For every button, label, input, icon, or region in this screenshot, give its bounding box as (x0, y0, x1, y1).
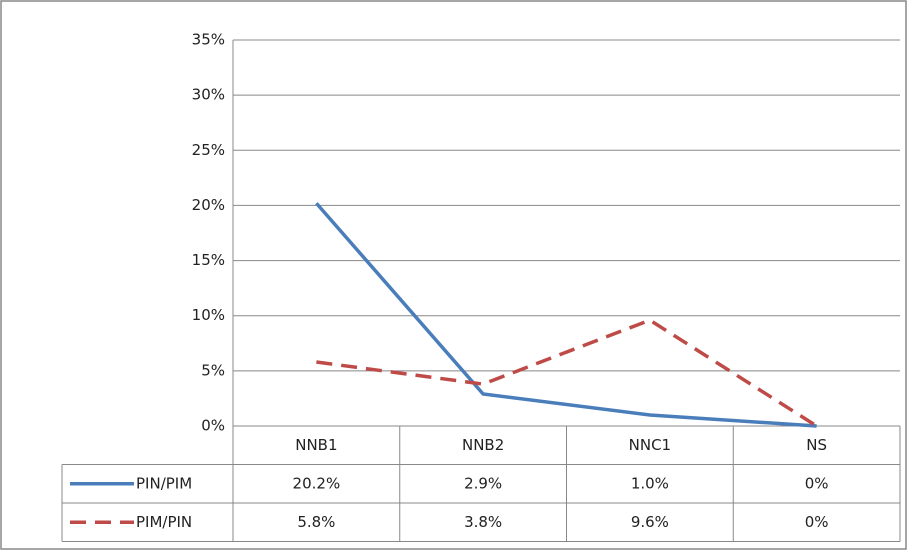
y-tick-label: 25% (192, 141, 225, 159)
data-table-value: 5.8% (297, 513, 335, 531)
data-table-value: 3.8% (464, 513, 502, 531)
y-tick-label: 0% (201, 417, 225, 435)
legend-label: PIN/PIM (136, 474, 192, 492)
y-tick-label: 15% (192, 251, 225, 269)
data-table-value: 9.6% (631, 513, 669, 531)
data-table-value: 2.9% (464, 474, 502, 492)
series-line (315, 202, 817, 428)
data-table-value: 1.0% (631, 474, 669, 492)
y-tick-label: 35% (192, 31, 225, 49)
x-tick-label: NNB2 (462, 436, 504, 454)
x-tick-label: NS (806, 436, 827, 454)
data-table-value: 20.2% (293, 474, 341, 492)
y-tick-label: 5% (201, 361, 225, 379)
series-line (316, 318, 818, 428)
legend-label: PIM/PIN (136, 513, 192, 531)
y-tick-label: 30% (192, 86, 225, 104)
y-tick-label: 20% (192, 196, 225, 214)
y-tick-label: 10% (192, 306, 225, 324)
data-table-value: 0% (805, 474, 829, 492)
data-table-value: 0% (805, 513, 829, 531)
x-tick-label: NNB1 (295, 436, 337, 454)
x-tick-label: NNC1 (629, 436, 671, 454)
